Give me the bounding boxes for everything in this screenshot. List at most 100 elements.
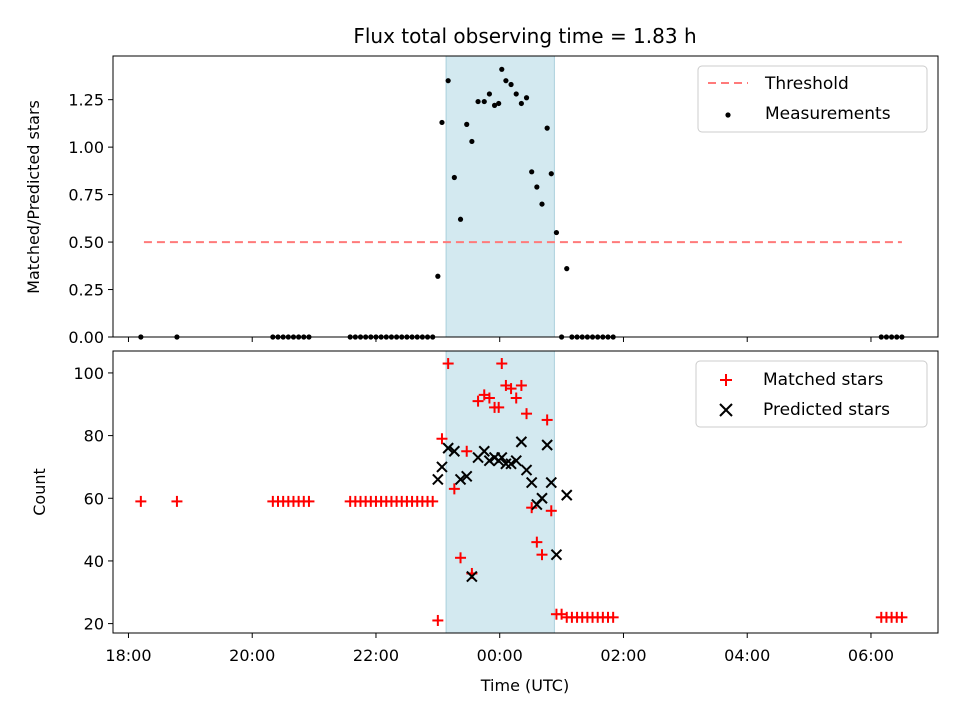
count-x-tick-label: 02:00: [600, 646, 646, 665]
chart-title: Flux total observing time = 1.83 h: [353, 24, 696, 48]
matched-point: [448, 483, 460, 495]
predicted-point: [496, 451, 508, 464]
count-legend: Matched stars Predicted stars: [695, 360, 928, 428]
ratio-y-tick-label: 1.00: [68, 138, 104, 157]
legend-threshold-label: Threshold: [764, 74, 849, 94]
legend-predicted-label: Predicted stars: [763, 400, 890, 420]
predicted-point: [550, 548, 563, 561]
predicted-point: [536, 492, 548, 504]
measurement-point: [475, 98, 481, 105]
measurement-point: [564, 266, 570, 272]
count-axes-frame: [112, 350, 939, 634]
matched-point: [526, 502, 538, 514]
predicted-point: [483, 454, 496, 467]
matched-point: [541, 414, 553, 426]
predicted-point: [500, 458, 512, 470]
predicted-point: [505, 458, 517, 470]
predicted-point: [525, 476, 538, 489]
matched-point: [461, 445, 473, 457]
predicted-point: [541, 439, 553, 451]
matched-point: [536, 549, 548, 561]
matched-point: [493, 401, 505, 413]
measurement-point: [539, 201, 545, 207]
matched-point: [432, 614, 444, 626]
matched-point: [427, 495, 439, 507]
count-x-tick-label: 18:00: [105, 646, 151, 665]
count-y-tick-label: 40: [84, 552, 104, 571]
measurement-point: [439, 119, 445, 126]
count-x-tick-label: 00:00: [477, 646, 523, 665]
measurement-point: [457, 216, 464, 222]
matched-point: [135, 495, 147, 507]
ratio-panel: 0.00 0.25 0.50 0.75 1.00 1.25 Matched/Predict…: [24, 55, 939, 347]
matched-point: [531, 536, 543, 548]
measurement-point: [513, 91, 519, 97]
count-x-tick-label: 22:00: [353, 646, 399, 665]
ratio-axes-frame: [112, 55, 939, 338]
matched-point: [545, 505, 557, 517]
measurement-point: [481, 98, 487, 105]
count-x-tick-label: 20:00: [229, 646, 275, 665]
predicted-points: [432, 436, 573, 583]
predicted-point: [520, 464, 533, 476]
measurement-point: [464, 121, 470, 127]
measurement-point: [508, 81, 514, 88]
measurement-point: [534, 184, 540, 190]
matched-point: [455, 552, 467, 564]
matched-point: [436, 433, 448, 445]
matched-point: [171, 495, 183, 507]
ratio-y-tick-label: 0.50: [68, 233, 104, 252]
measurement-point: [435, 273, 441, 279]
legend-measurements-label: Measurements: [765, 104, 891, 124]
measurement-point: [469, 138, 475, 145]
legend-measurements-swatch: [725, 112, 731, 118]
ratio-y-tick-label: 1.25: [68, 91, 104, 110]
measurement-point: [451, 174, 457, 181]
count-panel: 20 40 60 80 100 18:00 20:00 22:00 00:00 02:00 04:…: [30, 350, 939, 695]
measurement-point: [499, 66, 505, 72]
measurement-point: [503, 78, 509, 84]
ratio-legend-box: [697, 65, 928, 133]
predicted-point: [515, 436, 528, 448]
predicted-point: [448, 445, 461, 457]
measurement-point: [523, 95, 530, 101]
count-y-tick-label: 80: [84, 427, 104, 446]
ratio-legend: Threshold Measurements: [697, 65, 928, 133]
measurement-point: [491, 102, 498, 108]
predicted-point: [436, 461, 448, 473]
predicted-point: [432, 473, 444, 486]
measurement-point: [496, 100, 502, 107]
matched-point: [510, 392, 522, 404]
matched-point: [303, 495, 315, 507]
legend-matched-label: Matched stars: [763, 370, 883, 390]
ratio-x-ticks: [127, 337, 872, 342]
x-axis-label: Time (UTC): [480, 676, 569, 695]
ratio-y-tick-label: 0.00: [68, 328, 104, 347]
count-y-tick-label: 60: [84, 489, 104, 508]
measurement-point: [518, 100, 524, 107]
count-y-tick-label: 100: [73, 364, 104, 383]
matched-point: [515, 379, 527, 391]
predicted-point: [461, 470, 473, 483]
matched-point: [496, 358, 508, 370]
matched-point: [442, 358, 454, 370]
measurement-point: [445, 78, 451, 84]
measurement-point: [486, 91, 493, 97]
predicted-point: [510, 454, 522, 467]
predicted-point: [454, 473, 467, 486]
matched-point: [483, 392, 495, 404]
matched-point: [472, 395, 484, 407]
ratio-y-tick-label: 0.25: [68, 281, 104, 300]
legend-predicted-swatch: [719, 403, 733, 417]
predicted-point: [442, 442, 454, 454]
legend-matched-swatch: [720, 374, 732, 386]
predicted-point: [466, 570, 478, 583]
measurement-point: [529, 169, 535, 175]
count-y-tick-label: 20: [84, 615, 104, 634]
ratio-y-label: Matched/Predicted stars: [24, 100, 43, 294]
matched-points: [135, 358, 908, 626]
observing-span: [445, 55, 555, 338]
ratio-y-ticks: 0.00 0.25 0.50 0.75 1.00 1.25: [68, 91, 113, 347]
measurement-point: [544, 125, 550, 131]
